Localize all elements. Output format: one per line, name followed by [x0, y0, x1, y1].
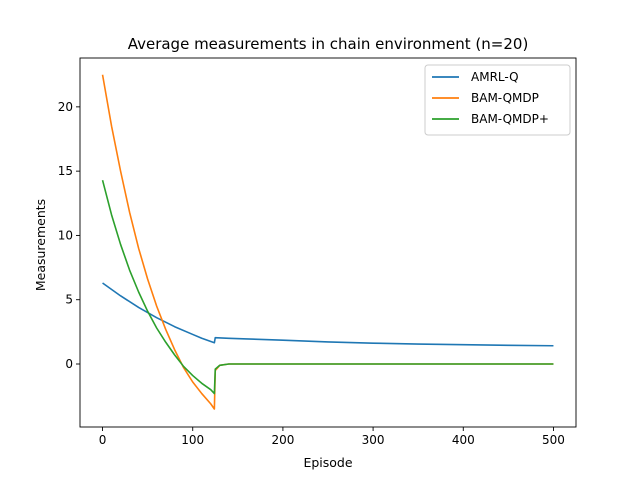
chart-title: Average measurements in chain environmen… — [128, 35, 529, 53]
x-tick-label: 200 — [271, 433, 294, 447]
x-tick-label: 400 — [452, 433, 475, 447]
axes-frame — [79, 57, 577, 428]
plot-area — [79, 57, 577, 428]
axis-ticks: 0 100 200 300 400 500 0 5 10 15 20 — [58, 100, 565, 447]
x-tick-label: 0 — [99, 433, 107, 447]
y-tick-label: 0 — [65, 357, 73, 371]
x-tick-label: 500 — [542, 433, 565, 447]
legend-label: AMRL-Q — [471, 70, 519, 84]
legend: AMRL-Q BAM-QMDP BAM-QMDP+ — [424, 64, 571, 136]
legend-box — [424, 64, 571, 136]
legend-label: BAM-QMDP+ — [471, 112, 549, 126]
y-tick-label: 20 — [58, 100, 73, 114]
y-tick-label: 15 — [58, 164, 73, 178]
y-tick-label: 5 — [65, 293, 73, 307]
series-line-3 — [101, 179, 554, 395]
y-axis-label: Measurements — [33, 199, 48, 291]
x-tick-label: 300 — [362, 433, 385, 447]
legend-label: BAM-QMDP — [471, 91, 539, 105]
x-axis-label: Episode — [303, 455, 352, 470]
series-line-1 — [102, 282, 554, 347]
y-tick-label: 10 — [58, 228, 73, 242]
x-tick-label: 100 — [181, 433, 204, 447]
